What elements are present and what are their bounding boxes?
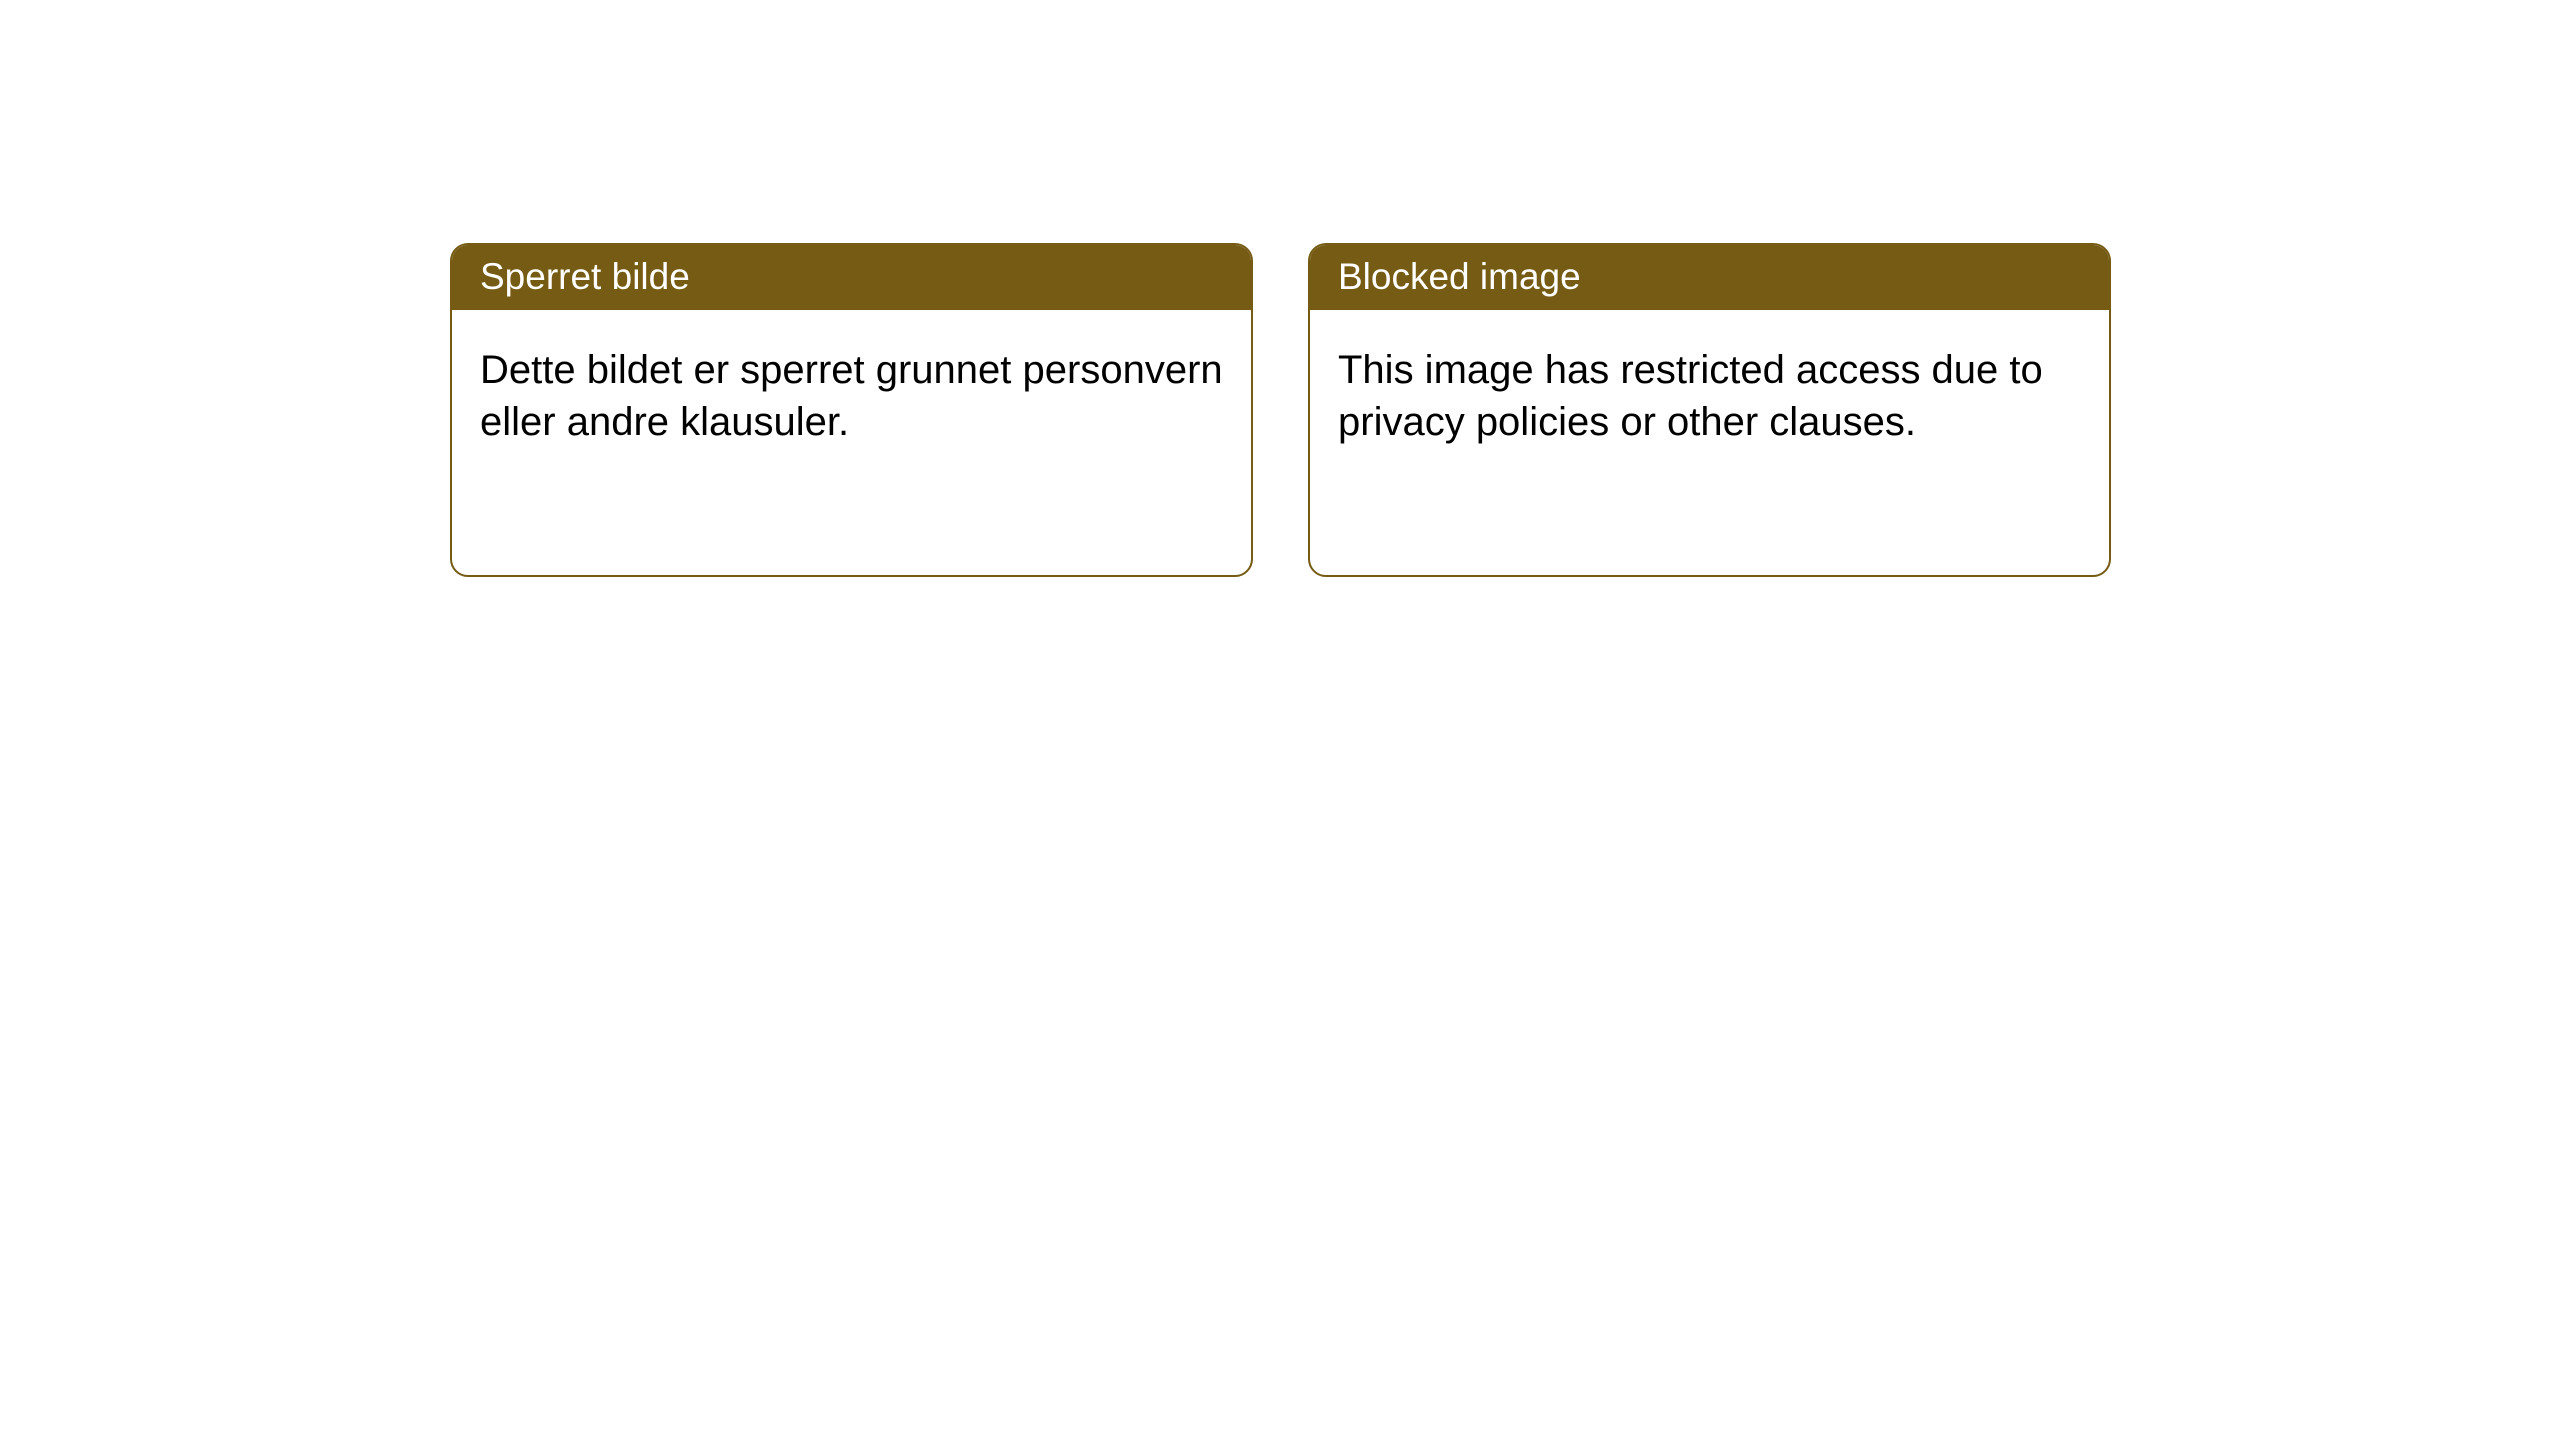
card-header-en: Blocked image: [1310, 245, 2109, 310]
card-body-no: Dette bildet er sperret grunnet personve…: [452, 310, 1251, 476]
card-header-no: Sperret bilde: [452, 245, 1251, 310]
card-container: Sperret bilde Dette bildet er sperret gr…: [0, 0, 2560, 577]
blocked-image-card-en: Blocked image This image has restricted …: [1308, 243, 2111, 577]
card-body-en: This image has restricted access due to …: [1310, 310, 2109, 476]
blocked-image-card-no: Sperret bilde Dette bildet er sperret gr…: [450, 243, 1253, 577]
